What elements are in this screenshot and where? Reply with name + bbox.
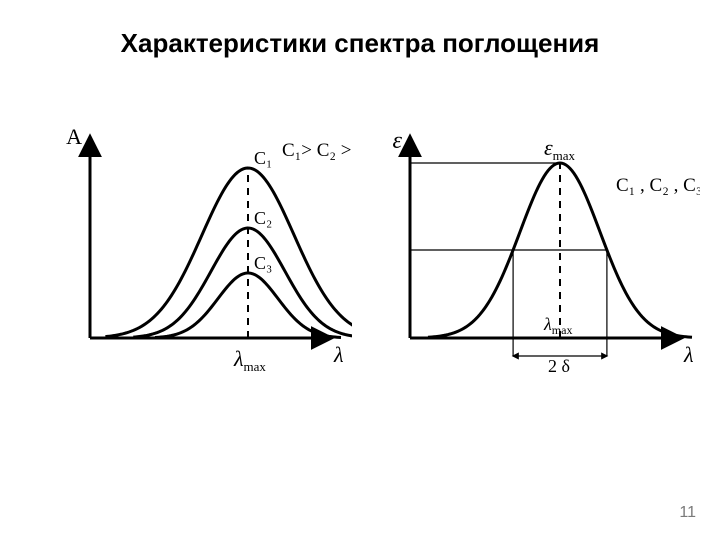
eps-max-label: εmax — [544, 135, 576, 163]
right-plot: ε λ εmax C₁ , C₂ , C₃ λmax 2 δ — [380, 120, 700, 380]
two-delta-label: 2 δ — [548, 356, 570, 376]
left-plot: Aλ C₁ C₂ C₃ C₁> C₂ > C₃ λmax — [42, 120, 352, 380]
lambda-max-label: λmax — [543, 314, 572, 337]
x-axis-label: λ — [333, 342, 344, 367]
slide-title: Характеристики спектра поглощения — [0, 28, 720, 59]
slide-title-text: Характеристики спектра поглощения — [121, 28, 600, 58]
curve-label-C3: C₃ — [254, 253, 272, 273]
curve-label-C2: C₂ — [254, 208, 272, 228]
lambda-max-label: λmax — [233, 346, 266, 374]
side-label: C₁ , C₂ , C₃ — [616, 175, 700, 196]
x-axis-label: λ — [683, 342, 694, 367]
y-axis-label: ε — [393, 128, 403, 154]
y-axis-label: A — [66, 124, 82, 149]
page-number: 11 — [679, 504, 696, 522]
curve-C2 — [133, 228, 352, 337]
curve-label-C1: C₁ — [254, 148, 272, 168]
curve-C1 — [105, 168, 352, 337]
legend: C₁> C₂ > C₃ — [282, 140, 352, 161]
